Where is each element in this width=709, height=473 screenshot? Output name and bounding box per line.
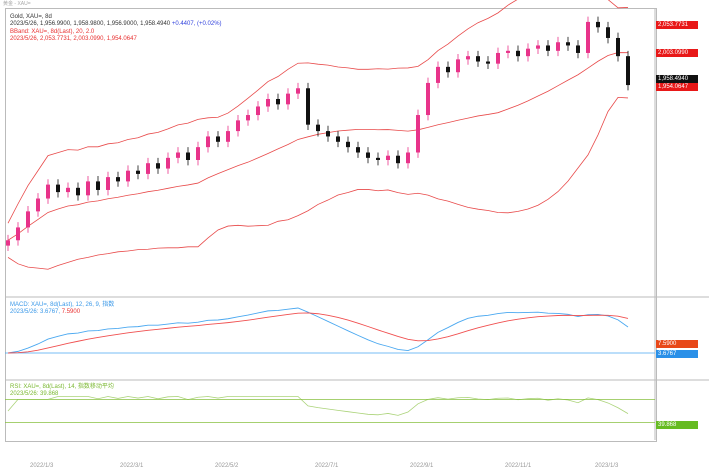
rsi-legend-title: RSI: XAU=, 8d(Last), 14, 指数移动平均 [10,384,114,390]
candle-body [6,240,10,246]
date-label: 2022/7/1 [315,463,339,469]
candle-body [156,163,160,169]
candle-body [326,131,330,137]
date-label: 2022/3/1 [120,463,144,469]
candle-body [116,177,120,182]
date-label: 2022/1/3 [30,463,54,469]
candle-body [476,56,480,62]
candle-body [26,211,30,228]
candle-body [36,198,40,212]
rsi-legend-values: 2023/5/26: 39.868 [10,391,59,397]
bb-mid-tag: 2,003.0990 [656,49,698,57]
bb-legend-values: 2023/5/26, 2,053.7731, 2,003.0990, 1,954… [10,36,137,42]
candle-body [76,187,80,196]
candle-body [406,152,410,164]
candle-body [196,147,200,160]
candle-body [46,184,50,199]
chart-frame[interactable] [5,8,657,442]
candle-body [426,82,430,116]
candle-body [616,37,620,57]
bb-upper-line [7,0,629,224]
candle-body [436,66,440,83]
candle-body [186,152,190,160]
candle-body [96,181,100,190]
candle-body [316,124,320,132]
main-legend-title: Gold, XAU=, 8d [10,14,52,20]
candle-body [486,61,490,64]
rsi-tag: 39.868 [656,421,698,429]
bb-legend-title: BBand: XAU=, 8d(Last), 20, 2.0 [10,29,95,35]
candle-body [336,136,340,142]
rsi-line [7,396,629,416]
candle-body [106,177,110,190]
candle-body [256,106,260,116]
candle-body [166,157,170,169]
candle-body [236,120,240,132]
macd-signal-tag: 7.5900 [656,340,698,348]
candle-body [266,98,270,107]
candle-body [136,170,140,174]
candle-body [176,152,180,158]
candle-body [56,184,60,193]
macd-signal-line [7,312,629,354]
last-price-tag: 1,958.4940 [656,75,698,83]
main-legend-values: 2023/5/26, 1,956.9900, 1,958.9800, 1,956… [10,21,171,27]
candle-body [546,45,550,51]
date-label: 2022/5/2 [215,463,239,469]
candle-body [226,131,230,142]
candle-body [526,48,530,57]
candle-body [466,56,470,60]
candle-body [456,59,460,73]
date-label: 2022/9/1 [410,463,434,469]
candle-body [496,52,500,64]
candle-body [516,50,520,57]
bb-upper-tag: 2,053.7731 [656,21,698,29]
macd-line [7,307,629,354]
candle-body [206,136,210,148]
candle-body [286,93,290,105]
bb-mid-line [7,52,629,241]
date-label: 2022/11/1 [505,463,532,469]
macd-legend-title: MACD: XAU=, 8d(Last), 12, 26, 9, 指数 [10,302,115,308]
candle-body [306,88,310,125]
candle-body [276,98,280,105]
candle-body [606,27,610,38]
candle-body [146,163,150,174]
candle-body [86,181,90,196]
candle-body [586,21,590,53]
candle-body [626,56,630,86]
candle-body [386,155,390,160]
candle-body [536,45,540,49]
candle-body [346,141,350,148]
bb-lower-tag: 1,954.0647 [656,83,698,91]
candle-body [126,170,130,182]
candle-body [16,227,20,241]
window-title: 黄金 - XAU= [3,1,31,7]
bb-lower-line [7,96,629,270]
candle-body [356,147,360,153]
candle-body [576,45,580,53]
candle-body [596,21,600,28]
candle-body [556,42,560,51]
candle-body [446,66,450,73]
candle-body [396,155,400,164]
candle-body [246,115,250,121]
date-label: 2023/1/3 [595,463,619,469]
macd-tag: 3.6767 [656,350,698,358]
macd-legend-signal: 7.5900 [61,309,81,315]
main-legend-change: +0.4407, (+0.02%) [171,21,222,27]
candle-body [366,152,370,158]
macd-legend-values: 2023/5/26: 3.6767, [10,309,62,315]
candle-body [566,42,570,46]
candle-body [376,157,380,160]
candle-body [216,136,220,142]
candle-body [66,187,70,193]
candle-body [506,50,510,53]
candle-body [296,88,300,94]
candle-body [416,115,420,153]
